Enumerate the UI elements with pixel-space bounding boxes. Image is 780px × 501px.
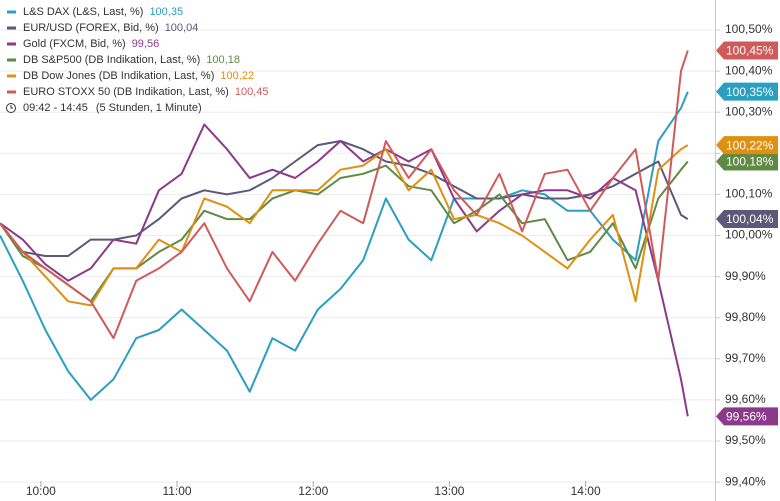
y-tick-label: 100,50%: [725, 22, 773, 36]
axis: 99,40% 99,50% 99,60% 99,70% 99,80% 99,90% 100,…: [26, 22, 778, 498]
legend-value: 100,04: [165, 22, 199, 34]
x-tick-label: 12:00: [298, 484, 328, 498]
x-tick-label: 14:00: [571, 484, 601, 498]
legend-label: Gold (FXCM, Bid, %): [23, 38, 126, 50]
legend-label: EURO STOXX 50 (DB Indikation, Last, %): [23, 86, 229, 98]
y-tick-label: 99,80%: [725, 310, 766, 324]
value-tag: [716, 82, 778, 101]
duration: (5 Stunden, 1 Minute): [96, 102, 202, 114]
x-tick-label: 13:00: [434, 484, 464, 498]
series-line: [0, 140, 689, 257]
legend-value: 100,35: [149, 6, 183, 18]
legend-value: 99,56: [132, 38, 160, 50]
legend: L&S DAX (L&S, Last, %) 100,35 EUR/USD (FOR…: [6, 6, 269, 114]
legend-swatch: [7, 58, 16, 62]
time-range: 09:42 - 14:45: [23, 102, 88, 114]
clock-hands: [10, 105, 13, 109]
legend-value: 100,22: [220, 70, 254, 82]
value-tag-label: 100,45%: [726, 44, 774, 58]
y-tick-label: 99,70%: [725, 351, 766, 365]
y-tick-label: 99,40%: [725, 474, 766, 488]
value-tag: [716, 152, 778, 171]
series-line: [0, 123, 689, 417]
y-tick-label: 100,40%: [725, 63, 773, 77]
legend-swatch: [7, 26, 16, 30]
legend-swatch: [7, 10, 16, 14]
x-tick-label: 11:00: [162, 484, 191, 498]
y-tick-label: 100,10%: [725, 187, 773, 201]
y-tick-label: 99,60%: [725, 392, 766, 406]
grid: [0, 29, 715, 483]
value-tag: [716, 136, 778, 155]
lines: [0, 50, 689, 417]
legend-label: L&S DAX (L&S, Last, %): [23, 6, 143, 18]
series-line: [0, 91, 689, 401]
y-tick-label: 99,90%: [725, 269, 766, 283]
legend-label: DB S&P500 (DB Indikation, Last, %): [23, 54, 200, 66]
series-line: [0, 144, 689, 307]
y-tick-label: 100,00%: [725, 228, 773, 242]
legend-label: EUR/USD (FOREX, Bid, %): [23, 22, 159, 34]
series-line: [0, 50, 689, 340]
legend-swatch: [7, 74, 16, 78]
legend-swatch: [7, 42, 16, 46]
value-tag: [716, 407, 778, 426]
x-tick-label: 10:00: [26, 484, 56, 498]
legend-label: DB Dow Jones (DB Indikation, Last, %): [23, 70, 214, 82]
legend-value: 100,45: [235, 86, 269, 98]
value-tag-label: 100,22%: [726, 138, 774, 152]
value-tag: [716, 41, 778, 60]
y-tick-label: 99,50%: [725, 433, 766, 447]
value-tag-label: 100,04%: [726, 212, 774, 226]
value-tag-label: 99,56%: [726, 410, 767, 424]
value-tag-label: 100,18%: [726, 155, 774, 169]
clock-icon: [6, 103, 16, 113]
value-tag: [716, 210, 778, 229]
legend-swatch: [7, 90, 16, 94]
legend-value: 100,18: [206, 54, 240, 66]
y-tick-label: 100,30%: [725, 104, 773, 118]
value-tag-label: 100,35%: [726, 85, 774, 99]
series-line: [0, 160, 689, 303]
